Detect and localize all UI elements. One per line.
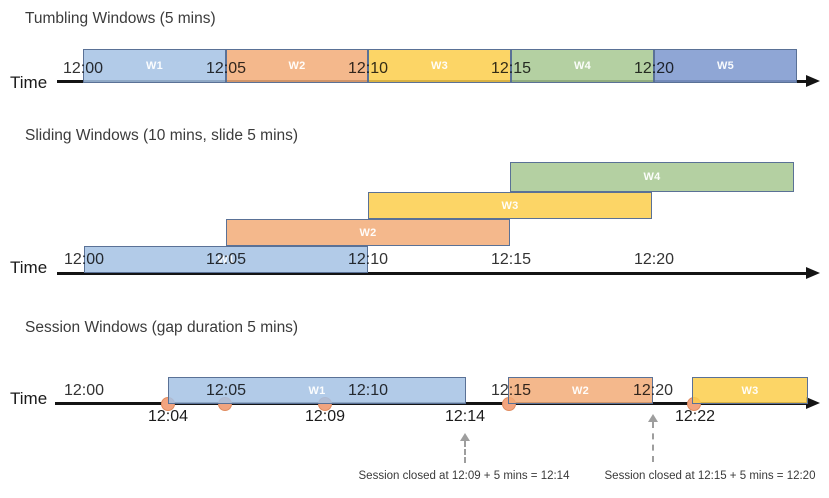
tumbling-tick-1215: 12:15 [490,60,532,77]
session-tick-1215: 12:15 [490,382,532,399]
session-time-axis-label: Time [10,389,48,408]
sliding-window-w2-label: W2 [359,226,377,239]
session-window-w3: W3 [692,377,808,404]
sliding-section-title: Sliding Windows (10 mins, slide 5 mins) [25,127,299,144]
tumbling-window-w2-label: W2 [288,60,306,72]
tumbling-window-w2: W2 [226,49,368,83]
session-section-title: Session Windows (gap duration 5 mins) [25,319,299,336]
event-label-1204: 12:04 [147,408,189,425]
session-tick-1220: 12:20 [632,382,674,399]
session-tick-1205: 12:05 [205,382,247,399]
dashed-arrow-line-right [652,422,654,462]
sliding-window-w1: W1 [84,246,368,273]
tumbling-window-w1-label: W1 [145,60,164,72]
session-tick-1200: 12:00 [63,382,105,399]
tumbling-section-title: Tumbling Windows (5 mins) [25,10,216,27]
dashed-arrow-line-left [464,441,466,463]
tumbling-time-axis-label: Time [10,73,48,92]
session-tick-1210: 12:10 [347,382,389,399]
session-closed-annotation-left: Session closed at 12:09 + 5 mins = 12:14 [358,470,570,482]
sliding-tick-1220: 12:20 [633,251,675,268]
sliding-axis-arrow-icon [806,267,820,279]
sliding-window-w3-label: W3 [501,199,519,212]
sliding-time-axis [57,272,807,275]
tumbling-axis-arrow-icon [806,75,820,87]
tumbling-window-w4: W4 [511,49,654,83]
sliding-window-w2: W2 [226,219,510,246]
session-axis-arrow-icon [806,397,820,409]
session-closed-annotation-right: Session closed at 12:15 + 5 mins = 12:20 [604,470,816,482]
tumbling-window-w5-label: W5 [716,60,735,72]
sliding-window-w1-label: W1 [217,253,235,266]
tumbling-window-w5: W5 [654,49,797,83]
tumbling-window-w3-label: W3 [430,60,449,72]
tumbling-tick-1200: 12:00 [62,60,104,77]
event-label-1209: 12:09 [304,408,346,425]
tumbling-window-w4-label: W4 [573,60,592,72]
tumbling-window-w3: W3 [368,49,511,83]
sliding-window-w3: W3 [368,192,652,219]
sliding-tick-1210: 12:10 [347,251,389,268]
event-label-1214: 12:14 [444,408,486,425]
sliding-window-w4-label: W4 [643,171,661,183]
sliding-time-axis-label: Time [10,258,48,277]
tumbling-window-w1: W1 [83,49,226,83]
session-window-w3-label: W3 [741,384,759,397]
dashed-arrow-up-icon-left [460,433,470,441]
event-label-1222: 12:22 [674,408,716,425]
sliding-tick-1215: 12:15 [490,251,532,268]
session-window-w2-label: W2 [571,384,590,397]
session-window-w1: W1 [168,377,466,404]
tumbling-tick-1210: 12:10 [347,60,389,77]
dashed-arrow-up-icon-right [648,414,658,422]
tumbling-tick-1205: 12:05 [205,60,247,77]
session-window-w2: W2 [508,377,653,404]
sliding-window-w4: W4 [510,162,794,192]
session-window-w1-label: W1 [308,384,326,397]
sliding-tick-1205: 12:05 [205,251,247,268]
tumbling-tick-1220: 12:20 [633,60,675,77]
sliding-tick-1200: 12:00 [63,251,105,268]
